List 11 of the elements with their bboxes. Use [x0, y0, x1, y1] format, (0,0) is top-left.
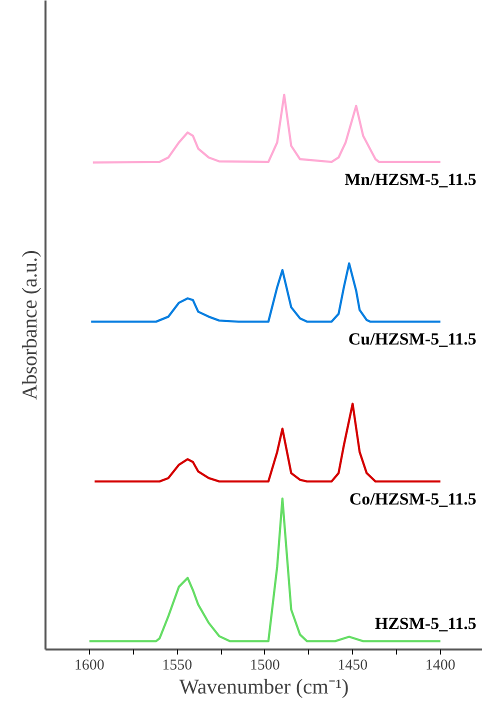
- series-label: Mn/HZSM-5_11.5: [344, 170, 476, 189]
- x-tick-label: 1550: [162, 658, 192, 674]
- series-label: Co/HZSM-5_11.5: [349, 489, 476, 508]
- series-label: Cu/HZSM-5_11.5: [348, 330, 476, 349]
- series-label: HZSM-5_11.5: [374, 614, 476, 634]
- x-tick-label: 1600: [74, 658, 104, 674]
- x-tick-label: 1400: [425, 658, 456, 674]
- y-axis-title: Absorbance (a.u.): [18, 250, 42, 400]
- x-tick-label: 1500: [250, 658, 280, 674]
- x-tick-label: 1450: [338, 658, 368, 674]
- x-axis-title: Wavenumber (cm⁻¹): [179, 674, 349, 698]
